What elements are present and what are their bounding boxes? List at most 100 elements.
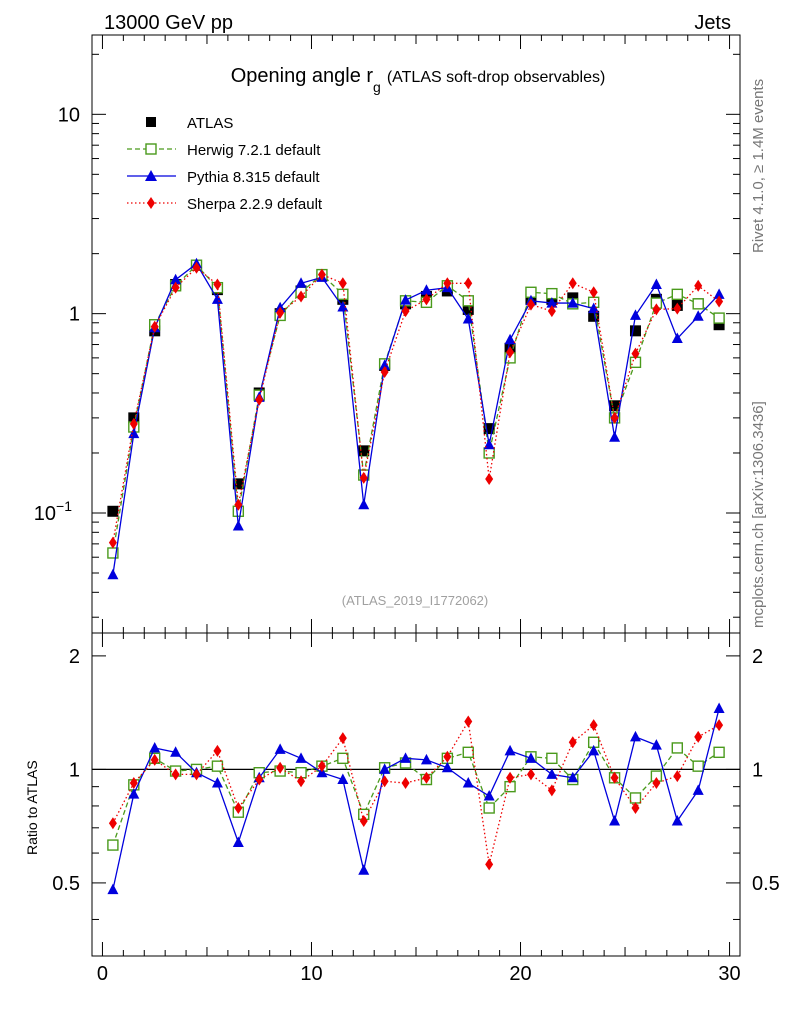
ratio-point-sherpa	[359, 814, 368, 827]
ratio-point-pythia	[504, 744, 516, 756]
ratio-point-herwig	[211, 760, 224, 772]
main-point-atlas	[629, 325, 641, 337]
main-point-sherpa	[234, 498, 243, 511]
main-point-pythia	[420, 284, 432, 295]
main-point-atlas	[232, 478, 244, 490]
ratio-point-sherpa	[610, 771, 619, 784]
ratio-point-sherpa	[464, 715, 473, 728]
main-point-sherpa	[297, 290, 306, 303]
main-line-pythia	[112, 262, 720, 575]
main-point-atlas	[609, 400, 621, 412]
main-point-sherpa	[317, 268, 326, 281]
main-point-pythia	[483, 438, 495, 450]
main-point-pythia	[692, 310, 704, 321]
ratio-point-herwig	[107, 839, 119, 851]
main-point-pythia	[504, 333, 516, 345]
ratio-point-pythia	[232, 836, 244, 847]
main-point-pythia	[713, 288, 725, 299]
ratio-point-sherpa	[234, 802, 243, 815]
legend-label-pythia: Pythia 8.315 default	[187, 169, 320, 186]
ratio-point-pythia	[379, 763, 391, 774]
ratio-point-pythia	[609, 814, 621, 826]
main-point-herwig	[713, 312, 725, 324]
main-point-sherpa	[694, 279, 703, 292]
main-point-pythia	[588, 302, 600, 314]
main-point-sherpa	[506, 346, 515, 359]
main-point-pythia	[671, 332, 683, 344]
main-point-sherpa	[443, 277, 452, 290]
ratio-point-pythia	[107, 883, 119, 895]
main-point-pythia	[358, 498, 370, 510]
rivet-label: Rivet 4.1.0, ≥ 1.4M events	[750, 79, 767, 253]
title-main: Opening angle r	[231, 65, 374, 87]
source-label: mcplots.cern.ch [arXiv:1306.3436]	[750, 401, 767, 628]
main-point-herwig	[671, 288, 683, 301]
ratio-point-sherpa	[694, 730, 703, 743]
ratio-point-herwig	[713, 746, 725, 759]
main-point-sherpa	[192, 261, 201, 274]
main-point-sherpa	[652, 303, 661, 316]
title-subscript: g	[373, 79, 381, 95]
main-point-herwig	[462, 295, 474, 307]
ratio-y-tick-label-left: 0.5	[52, 873, 80, 895]
main-point-pythia	[546, 297, 558, 308]
ratio-y-tick-label-left: 2	[69, 646, 80, 668]
ratio-point-sherpa	[150, 753, 159, 766]
legend-label-atlas: ATLAS	[187, 115, 233, 132]
ratio-y-tick-label-right: 1	[752, 759, 763, 781]
ratio-point-sherpa	[547, 784, 556, 797]
ratio-point-herwig	[337, 752, 349, 765]
ratio-point-herwig	[483, 802, 495, 814]
ratio-point-pythia	[400, 752, 412, 763]
main-point-sherpa	[108, 536, 117, 549]
ratio-point-sherpa	[652, 777, 661, 790]
main-point-sherpa	[485, 473, 494, 486]
main-point-sherpa	[276, 306, 285, 319]
ratio-point-sherpa	[422, 771, 431, 784]
legend-marker-sherpa	[147, 197, 155, 209]
ratio-line-pythia	[112, 708, 720, 890]
ratio-point-sherpa	[380, 775, 389, 788]
main-point-sherpa	[589, 286, 598, 299]
legend-label-sherpa: Sherpa 2.2.9 default	[187, 196, 323, 213]
ratio-point-pythia	[211, 777, 223, 788]
ratio-point-sherpa	[506, 771, 515, 784]
ratio-point-pythia	[650, 739, 662, 750]
main-point-pythia	[609, 431, 621, 442]
ratio-point-herwig	[462, 746, 474, 759]
main-point-pythia	[128, 427, 140, 439]
main-point-atlas	[483, 423, 495, 435]
ratio-point-pythia	[546, 768, 558, 779]
ratio-y-tick-label-right: 2	[752, 646, 763, 668]
main-point-atlas	[713, 319, 725, 331]
main-point-atlas	[462, 303, 474, 315]
title-subtitle: (ATLAS soft-drop observables)	[387, 69, 605, 86]
ratio-y-tick-label-right: 0.5	[752, 873, 780, 895]
ratio-point-pythia	[149, 741, 161, 753]
legend-marker-herwig	[145, 143, 157, 155]
ratio-point-pythia	[420, 753, 432, 765]
ratio-series-sherpa	[108, 715, 724, 871]
ratio-point-pythia	[483, 790, 495, 801]
main-point-pythia	[107, 568, 119, 580]
x-tick-label: 0	[97, 963, 108, 985]
ratio-point-sherpa	[297, 775, 306, 788]
ratio-point-sherpa	[255, 773, 264, 786]
ratio-point-pythia	[629, 730, 641, 742]
main-point-sherpa	[359, 471, 368, 484]
main-point-sherpa	[338, 277, 347, 290]
main-point-sherpa	[129, 417, 138, 430]
main-point-pythia	[462, 313, 474, 324]
x-tick-label: 30	[718, 963, 740, 985]
ratio-point-sherpa	[338, 732, 347, 745]
ratio-point-herwig	[546, 752, 558, 765]
plot-title: Opening angle rg (ATLAS soft-drop observa…	[231, 65, 606, 95]
ratio-point-pythia	[567, 771, 579, 783]
main-y-tick-label: 1	[69, 304, 80, 326]
x-tick-label: 20	[509, 963, 531, 985]
ratio-point-pythia	[671, 814, 683, 826]
main-point-pythia	[650, 278, 662, 290]
ratio-point-pythia	[692, 784, 704, 795]
